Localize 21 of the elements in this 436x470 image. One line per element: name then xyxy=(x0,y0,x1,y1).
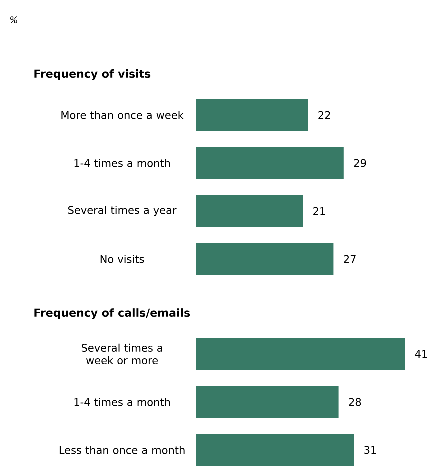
y-tick-label: No visits xyxy=(100,255,144,264)
y-tick-label: 1-4 times a month xyxy=(74,398,170,406)
data-label: 27 xyxy=(344,255,356,264)
data-label: 41 xyxy=(415,350,428,358)
y-tick-label: Less than once a month xyxy=(60,446,185,454)
text: % xyxy=(10,16,18,24)
data-label: 29 xyxy=(354,159,366,168)
data-label: 22 xyxy=(318,111,330,120)
data-label: 31 xyxy=(364,446,376,454)
y-tick-label: Several times a week or more xyxy=(82,344,162,365)
bar xyxy=(196,99,308,132)
data-label: 28 xyxy=(349,398,362,406)
data-label: 21 xyxy=(314,207,326,216)
bar xyxy=(196,243,334,276)
chart-title: Frequency of calls/emails xyxy=(34,308,190,320)
y-tick-label: 1-4 times a month xyxy=(74,159,170,168)
text: Frequency of visits xyxy=(34,70,151,80)
y-tick-label: Several times a year xyxy=(68,206,177,216)
y-tick-label: More than once a week xyxy=(62,111,184,120)
bar xyxy=(196,147,344,180)
bar xyxy=(196,195,304,228)
